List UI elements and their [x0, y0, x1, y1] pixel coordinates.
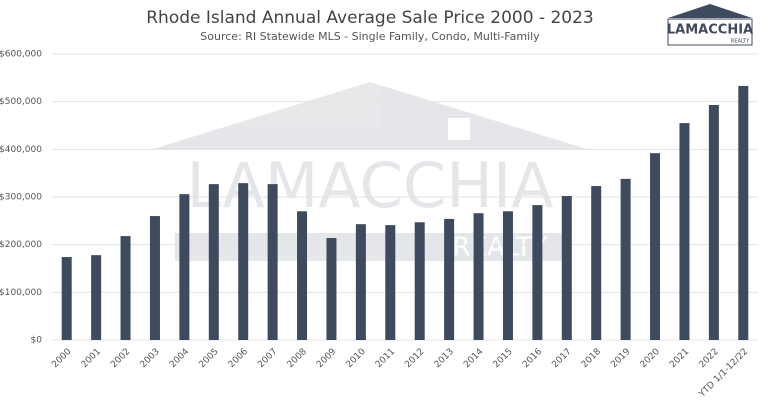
- bar: [708, 105, 719, 341]
- logo-roof: [668, 4, 752, 18]
- x-tick-label: 2010: [344, 347, 367, 370]
- bar: [414, 222, 425, 340]
- logo-tagline: REALTY: [731, 39, 750, 45]
- x-tick-label: 2020: [639, 347, 662, 370]
- x-tick-label: 2005: [197, 347, 220, 370]
- logo-box: [667, 18, 753, 46]
- bar: [591, 186, 602, 340]
- x-tick-label: 2013: [433, 347, 456, 370]
- bar: [149, 216, 160, 340]
- x-tick-label: 2008: [286, 347, 309, 370]
- x-tick-label: 2022: [697, 347, 720, 370]
- x-tick-label: 2014: [462, 347, 485, 370]
- y-tick-label: $500,000: [0, 97, 42, 107]
- y-tick-label: $600,000: [0, 50, 42, 60]
- chart-subtitle: Source: RI Statewide MLS - Single Family…: [200, 30, 540, 43]
- bar: [179, 194, 190, 340]
- x-tick-label: 2002: [109, 347, 132, 370]
- x-tick-label: 2006: [227, 347, 250, 370]
- bar: [502, 211, 513, 340]
- x-tick-label: 2011: [374, 347, 397, 370]
- bar: [267, 184, 278, 340]
- y-tick-label: $100,000: [0, 288, 42, 298]
- bar: [444, 218, 455, 340]
- bar: [385, 225, 396, 340]
- bar: [208, 184, 219, 340]
- bar: [355, 224, 366, 340]
- chart-title: Rhode Island Annual Average Sale Price 2…: [146, 8, 593, 28]
- x-tick-label: 2007: [256, 347, 279, 370]
- x-tick-label: 2012: [403, 347, 426, 370]
- x-tick-label: 2018: [580, 347, 603, 370]
- bar: [238, 183, 249, 340]
- y-tick-label: $200,000: [0, 240, 42, 250]
- bar: [532, 205, 543, 340]
- x-tick-label: 2016: [521, 347, 544, 370]
- bar: [326, 237, 337, 340]
- logo-name: LAMACCHIA: [667, 23, 753, 38]
- x-tick-label: 2017: [550, 347, 573, 370]
- watermark-roof: [150, 82, 590, 150]
- y-tick-label: $0: [31, 336, 43, 346]
- bar: [61, 257, 72, 340]
- bar: [120, 236, 131, 340]
- x-tick-label: 2003: [139, 347, 162, 370]
- watermark-window: [448, 118, 470, 140]
- watermark-tagline: REALTY: [453, 233, 548, 263]
- bar: [297, 211, 308, 340]
- bar: [620, 178, 631, 340]
- x-tick-label: 2000: [50, 347, 73, 370]
- bar: [561, 196, 572, 340]
- y-tick-label: $400,000: [0, 145, 42, 155]
- bar: [650, 153, 661, 340]
- logo: LAMACCHIA REALTY: [667, 4, 753, 46]
- x-tick-label: 2021: [668, 347, 691, 370]
- x-tick-label: 2015: [492, 347, 515, 370]
- bar: [679, 123, 690, 340]
- x-tick-label: 2001: [80, 347, 103, 370]
- bar: [473, 213, 484, 340]
- bar: [91, 255, 102, 340]
- x-tick-label: 2009: [315, 347, 338, 370]
- x-tick-label: 2004: [168, 347, 191, 370]
- bar: [738, 85, 749, 340]
- x-tick-label: 2019: [609, 347, 632, 370]
- y-tick-label: $300,000: [0, 193, 42, 203]
